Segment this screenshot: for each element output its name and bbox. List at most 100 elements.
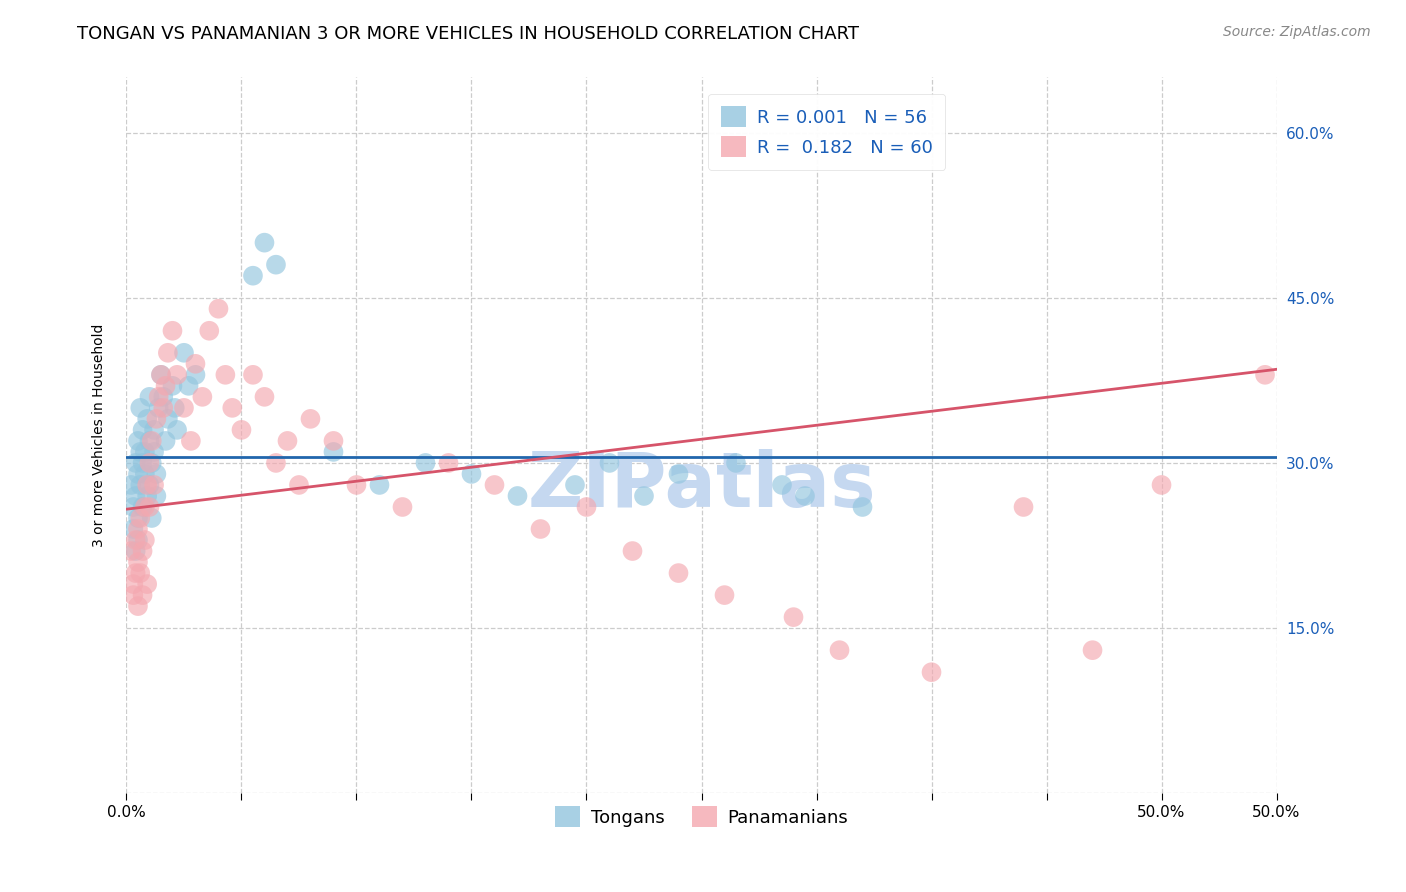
Point (122, 588, 145, 602)
Point (136, 577, 159, 591)
Point (127, 522, 149, 536)
Point (173, 401, 195, 415)
Point (129, 401, 152, 415)
Point (129, 566, 152, 580)
Point (1081, 643, 1104, 657)
Point (143, 478, 166, 492)
Point (127, 599, 149, 613)
Point (145, 412, 167, 426)
Point (127, 434, 149, 448)
Point (155, 434, 177, 448)
Point (124, 456, 146, 470)
Point (120, 544, 142, 558)
Point (131, 423, 153, 437)
Point (129, 511, 152, 525)
Point (668, 566, 690, 580)
Point (131, 544, 153, 558)
Point (143, 423, 166, 437)
Point (162, 379, 184, 393)
Point (529, 522, 551, 536)
Point (138, 456, 160, 470)
Point (124, 533, 146, 547)
Point (415, 456, 437, 470)
Point (163, 401, 186, 415)
Point (191, 390, 214, 404)
Point (633, 489, 655, 503)
Point (506, 489, 529, 503)
Point (180, 434, 202, 448)
Point (138, 500, 160, 514)
Point (242, 268, 264, 283)
Point (173, 346, 195, 360)
Point (129, 445, 152, 459)
Point (129, 478, 152, 492)
Point (221, 401, 243, 415)
Point (149, 368, 172, 382)
Point (460, 467, 482, 481)
Point (668, 467, 690, 481)
Point (141, 511, 163, 525)
Point (724, 456, 747, 470)
Point (152, 401, 174, 415)
Point (155, 379, 177, 393)
Point (437, 456, 460, 470)
Point (322, 445, 344, 459)
Point (122, 577, 145, 591)
Point (136, 412, 159, 426)
Point (484, 478, 506, 492)
Point (156, 412, 179, 426)
Point (127, 533, 149, 547)
Point (391, 500, 413, 514)
Point (127, 467, 149, 481)
Point (253, 390, 276, 404)
Point (136, 489, 159, 503)
Point (198, 324, 221, 338)
Point (131, 588, 153, 602)
Point (149, 368, 172, 382)
Point (131, 500, 153, 514)
Point (598, 456, 620, 470)
Point (299, 412, 322, 426)
Legend: Tongans, Panamanians: Tongans, Panamanians (547, 799, 856, 834)
Point (368, 478, 391, 492)
Point (134, 533, 156, 547)
Point (148, 390, 170, 404)
Point (138, 434, 160, 448)
Point (177, 379, 200, 393)
Point (124, 489, 146, 503)
Point (166, 423, 188, 437)
Point (264, 456, 287, 470)
Point (145, 467, 167, 481)
Point (621, 544, 644, 558)
Point (124, 544, 146, 558)
Point (136, 478, 159, 492)
Point (131, 456, 153, 470)
Point (141, 456, 163, 470)
Text: Source: ZipAtlas.com: Source: ZipAtlas.com (1223, 25, 1371, 39)
Point (253, 235, 276, 250)
Point (148, 401, 170, 415)
Point (921, 665, 943, 680)
Point (152, 390, 174, 404)
Point (782, 610, 804, 624)
Point (143, 445, 166, 459)
Point (794, 489, 817, 503)
Point (770, 478, 793, 492)
Point (713, 588, 735, 602)
Point (214, 368, 236, 382)
Point (346, 478, 368, 492)
Point (120, 478, 142, 492)
Point (124, 566, 146, 580)
Point (138, 478, 160, 492)
Point (162, 324, 184, 338)
Point (242, 368, 264, 382)
Point (184, 357, 207, 371)
Point (828, 643, 851, 657)
Point (264, 258, 287, 272)
Point (127, 555, 149, 569)
Point (184, 368, 207, 382)
Y-axis label: 3 or more Vehicles in Household: 3 or more Vehicles in Household (93, 324, 107, 547)
Point (564, 478, 586, 492)
Point (575, 500, 598, 514)
Point (134, 500, 156, 514)
